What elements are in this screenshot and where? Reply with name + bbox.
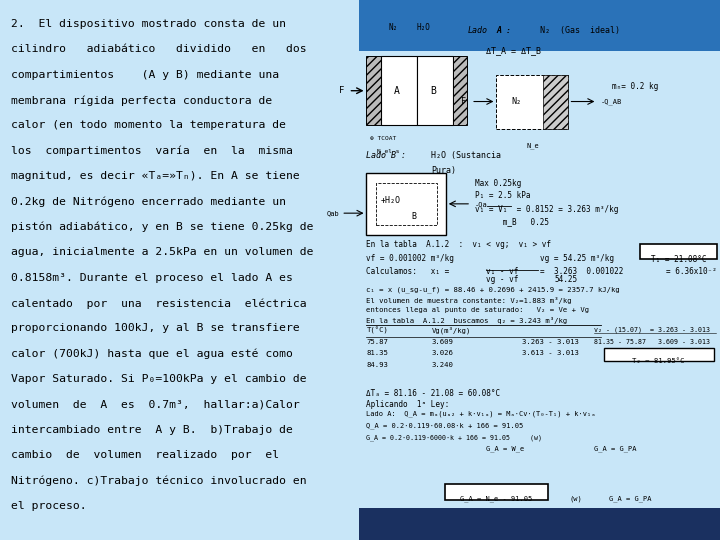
Text: B: B — [431, 86, 436, 96]
Text: Q_A = 0.2·0.119·60.08·k + 166 = 91.05: Q_A = 0.2·0.119·60.08·k + 166 = 91.05 — [366, 422, 523, 429]
Text: intercambiado entre  A y B.  b)Trabajo de: intercambiado entre A y B. b)Trabajo de — [11, 425, 292, 435]
Text: cambio  de  volumen  realizado  por  el: cambio de volumen realizado por el — [11, 450, 279, 461]
Text: T₁ = 21.08°C: T₁ = 21.08°C — [651, 255, 706, 264]
Text: B: B — [412, 212, 417, 221]
Bar — [417, 56, 453, 125]
Text: v₁ - vf: v₁ - vf — [485, 267, 518, 276]
Text: El volumen de muestra constante: V₂=1.883 m³/kg: El volumen de muestra constante: V₂=1.88… — [366, 297, 572, 304]
Bar — [496, 75, 569, 129]
Text: proporcionando 100kJ, y al B se transfiere: proporcionando 100kJ, y al B se transfie… — [11, 323, 300, 334]
Text: H₂O (Sustancia: H₂O (Sustancia — [431, 151, 501, 160]
Text: H₂O: H₂O — [417, 23, 431, 32]
Text: F: F — [461, 97, 466, 106]
Text: compartimientos    (A y B) mediante una: compartimientos (A y B) mediante una — [11, 70, 279, 80]
Text: Lado A:  Q_A = mₐ(uₐ₂ + k·v₁ₐ) = Mₐ·Cv·(T₀-T₁) + k·v₁ₐ: Lado A: Q_A = mₐ(uₐ₂ + k·v₁ₐ) = Mₐ·Cv·(T… — [366, 410, 596, 417]
Text: Max 0.25kg: Max 0.25kg — [474, 179, 521, 188]
Text: volumen  de  A  es  0.7m³,  hallar:a)Calor: volumen de A es 0.7m³, hallar:a)Calor — [11, 400, 300, 410]
Bar — [359, 508, 720, 540]
Text: Calculamos:   x₁ =: Calculamos: x₁ = — [366, 267, 450, 276]
Text: 3.263  0.001022: 3.263 0.001022 — [554, 267, 624, 276]
Text: c₁ = x (u_sg-u_f) = 88.46 + 0.2696 + 2415.9 = 2357.7 kJ/kg: c₁ = x (u_sg-u_f) = 88.46 + 0.2696 + 241… — [366, 286, 620, 293]
Text: agua, inicialmente a 2.5kPa en un volumen de: agua, inicialmente a 2.5kPa en un volume… — [11, 247, 313, 258]
Text: G_A = G_PA: G_A = G_PA — [594, 446, 636, 452]
Text: Lado: Lado — [467, 26, 487, 35]
Text: G_A = W_e: G_A = W_e — [485, 446, 523, 452]
Text: calor (700kJ) hasta que el agua esté como: calor (700kJ) hasta que el agua esté com… — [11, 349, 292, 359]
Text: -Q_AB: -Q_AB — [601, 98, 622, 105]
Text: -Qa: -Qa — [474, 201, 487, 207]
FancyBboxPatch shape — [604, 348, 714, 361]
Bar — [453, 56, 467, 125]
Text: calor (en todo momento la temperatura de: calor (en todo momento la temperatura de — [11, 120, 286, 131]
Text: 75.87: 75.87 — [366, 339, 388, 345]
Text: Nitrógeno. c)Trabajo técnico involucrado en: Nitrógeno. c)Trabajo técnico involucrado… — [11, 476, 307, 486]
Bar — [359, 0, 720, 51]
Text: En la tabla  A.1.2  buscamos  q₂ = 3.243 m³/kg: En la tabla A.1.2 buscamos q₂ = 3.243 m³… — [366, 317, 568, 324]
Bar — [376, 183, 437, 225]
Text: N₂: N₂ — [388, 23, 397, 32]
Text: T₂ = 81.95°C: T₂ = 81.95°C — [632, 358, 685, 364]
Text: 84.93: 84.93 — [366, 362, 388, 368]
Text: 0.2kg de Nitrógeno encerrado mediante un: 0.2kg de Nitrógeno encerrado mediante un — [11, 197, 286, 207]
Text: 3.609: 3.609 — [431, 339, 454, 345]
Bar — [544, 75, 569, 129]
Text: Lado B :: Lado B : — [366, 151, 407, 160]
Text: En la tabla  A.1.2  :  v₁ < vg;  v₁ > vf: En la tabla A.1.2 : v₁ < vg; v₁ > vf — [366, 240, 552, 249]
Text: Vg(m³/kg): Vg(m³/kg) — [431, 327, 471, 334]
Text: ΔTₐ = 81.16 - 21.08 = 60.08°C: ΔTₐ = 81.16 - 21.08 = 60.08°C — [366, 389, 500, 398]
Text: G_A = 0.2·0.119·6000·k + 166 = 91.05     (w): G_A = 0.2·0.119·6000·k + 166 = 91.05 (w) — [366, 435, 542, 441]
Text: 3.263 - 3.013: 3.263 - 3.013 — [521, 339, 578, 345]
FancyBboxPatch shape — [445, 484, 548, 500]
Text: 3.613 - 3.013: 3.613 - 3.013 — [521, 350, 578, 356]
Text: A :: A : — [496, 26, 511, 35]
Text: (w): (w) — [570, 496, 582, 502]
Bar — [366, 56, 381, 125]
Text: G_A = G_PA: G_A = G_PA — [608, 496, 651, 502]
Text: Pura): Pura) — [431, 166, 456, 176]
Text: vg - vf: vg - vf — [485, 275, 518, 285]
Text: magnitud, es decir «Tₐ=»Tₙ). En A se tiene: magnitud, es decir «Tₐ=»Tₙ). En A se tie… — [11, 171, 300, 181]
Text: entonces llega al punto de saturado:   V₂ = Ve + Vg: entonces llega al punto de saturado: V₂ … — [366, 307, 590, 313]
Text: el proceso.: el proceso. — [11, 501, 86, 511]
Text: 3.240: 3.240 — [431, 362, 454, 368]
Text: N₂  (Gas  ideal): N₂ (Gas ideal) — [540, 26, 620, 35]
Text: =: = — [540, 267, 544, 276]
Text: cilindro   adiabático   dividido   en   dos: cilindro adiabático dividido en dos — [11, 44, 307, 55]
Text: +H₂O: +H₂O — [380, 196, 400, 205]
Bar — [366, 173, 446, 235]
Text: 81.35: 81.35 — [366, 350, 388, 356]
FancyBboxPatch shape — [639, 244, 717, 259]
Text: v₁ = V₁  = 0.8152 = 3.263 m³/kg: v₁ = V₁ = 0.8152 = 3.263 m³/kg — [474, 205, 618, 214]
Text: 3.026: 3.026 — [431, 350, 454, 356]
Text: = 6.36x10⁻²: = 6.36x10⁻² — [666, 267, 717, 276]
Text: m_B   0.25: m_B 0.25 — [474, 217, 549, 226]
Text: vf = 0.001002 m³/kg: vf = 0.001002 m³/kg — [366, 254, 454, 263]
Text: Aplicando  1ᵃ Ley:: Aplicando 1ᵃ Ley: — [366, 400, 450, 409]
Text: los  compartimentos  varía  en  la  misma: los compartimentos varía en la misma — [11, 146, 292, 156]
Text: N₂: N₂ — [511, 97, 521, 106]
Text: membrana rígida perfecta conductora de: membrana rígida perfecta conductora de — [11, 95, 272, 105]
Text: T(°C): T(°C) — [366, 327, 388, 334]
Text: ΔT_A = ΔT_B: ΔT_A = ΔT_B — [485, 46, 541, 55]
Text: v₂ - (15.07)  = 3.263 - 3.013: v₂ - (15.07) = 3.263 - 3.013 — [594, 327, 710, 333]
Text: F: F — [339, 86, 345, 95]
Text: Vapor Saturado. Si P₀=100kPa y el cambio de: Vapor Saturado. Si P₀=100kPa y el cambio… — [11, 374, 307, 384]
Text: Qab: Qab — [327, 210, 339, 216]
Bar — [381, 56, 417, 125]
Text: 2.  El dispositivo mostrado consta de un: 2. El dispositivo mostrado consta de un — [11, 19, 286, 29]
Text: pistón adiabático, y en B se tiene 0.25kg de: pistón adiabático, y en B se tiene 0.25k… — [11, 222, 313, 232]
Text: A: A — [395, 86, 400, 96]
Text: 0.8158m³. Durante el proceso el lado A es: 0.8158m³. Durante el proceso el lado A e… — [11, 273, 292, 283]
Text: N_el s: N_el s — [377, 148, 400, 153]
Text: P₁ = 2.5 kPa: P₁ = 2.5 kPa — [474, 191, 530, 200]
Text: ⊕ TCOAT: ⊕ TCOAT — [370, 136, 396, 141]
Text: G_A = N_e - 91.05: G_A = N_e - 91.05 — [460, 496, 533, 502]
Text: 81.35 - 75.87   3.609 - 3.013: 81.35 - 75.87 3.609 - 3.013 — [594, 339, 710, 345]
Text: 54.25: 54.25 — [554, 275, 577, 285]
Text: vg = 54.25 m³/kg: vg = 54.25 m³/kg — [540, 254, 613, 263]
Text: mₙ= 0.2 kg: mₙ= 0.2 kg — [612, 82, 658, 91]
Text: N_e: N_e — [526, 142, 539, 149]
Text: calentado  por  una  resistencia  eléctrica: calentado por una resistencia eléctrica — [11, 298, 307, 308]
